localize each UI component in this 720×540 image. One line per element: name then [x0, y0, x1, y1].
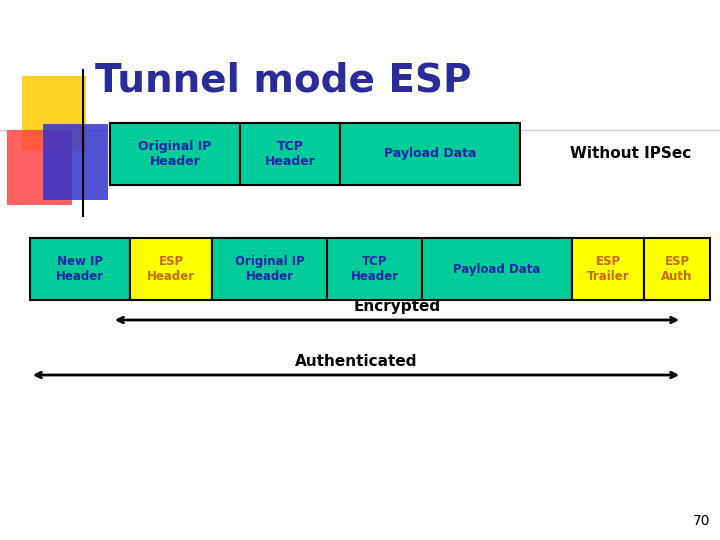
Text: TCP
Header: TCP Header [264, 140, 315, 168]
Text: 70: 70 [693, 514, 710, 528]
Text: TCP
Header: TCP Header [351, 255, 399, 283]
Text: ESP
Trailer: ESP Trailer [587, 255, 629, 283]
Text: Tunnel mode ESP: Tunnel mode ESP [95, 61, 472, 99]
Text: Original IP
Header: Original IP Header [138, 140, 212, 168]
Text: New IP
Header: New IP Header [56, 255, 104, 283]
FancyBboxPatch shape [30, 238, 130, 300]
FancyBboxPatch shape [327, 238, 422, 300]
FancyBboxPatch shape [110, 123, 240, 185]
FancyBboxPatch shape [130, 238, 212, 300]
FancyBboxPatch shape [212, 238, 327, 300]
Text: Without IPSec: Without IPSec [570, 146, 691, 161]
FancyBboxPatch shape [644, 238, 710, 300]
Text: Authenticated: Authenticated [294, 354, 418, 369]
Text: Payload Data: Payload Data [454, 262, 541, 275]
FancyBboxPatch shape [240, 123, 340, 185]
FancyBboxPatch shape [422, 238, 572, 300]
Text: Payload Data: Payload Data [384, 147, 476, 160]
Text: ESP
Header: ESP Header [147, 255, 195, 283]
Text: ESP
Auth: ESP Auth [661, 255, 693, 283]
Text: Encrypted: Encrypted [354, 299, 441, 314]
FancyBboxPatch shape [340, 123, 520, 185]
Text: Original IP
Header: Original IP Header [235, 255, 305, 283]
FancyBboxPatch shape [572, 238, 644, 300]
